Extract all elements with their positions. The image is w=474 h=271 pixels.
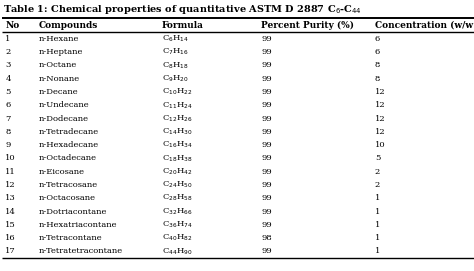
Text: 99: 99	[261, 88, 272, 96]
Text: Concentration (w/w %): Concentration (w/w %)	[375, 21, 474, 30]
Text: n-Heptane: n-Heptane	[38, 48, 83, 56]
Text: C$_{10}$H$_{22}$: C$_{10}$H$_{22}$	[162, 87, 192, 97]
Text: 5: 5	[5, 88, 10, 96]
Text: C$_{40}$H$_{82}$: C$_{40}$H$_{82}$	[162, 233, 192, 243]
Text: 1: 1	[375, 208, 380, 215]
Text: Percent Purity (%): Percent Purity (%)	[261, 21, 354, 30]
Text: 12: 12	[375, 88, 385, 96]
Text: n-Octane: n-Octane	[38, 62, 77, 69]
Text: 5: 5	[375, 154, 380, 162]
Text: 99: 99	[261, 154, 272, 162]
Text: 8: 8	[5, 128, 10, 136]
Text: 99: 99	[261, 48, 272, 56]
Text: 4: 4	[5, 75, 11, 83]
Text: n-Tetradecane: n-Tetradecane	[38, 128, 99, 136]
Text: C$_{20}$H$_{42}$: C$_{20}$H$_{42}$	[162, 166, 192, 177]
Text: 17: 17	[5, 247, 16, 255]
Text: n-Octadecane: n-Octadecane	[38, 154, 96, 162]
Text: 8: 8	[375, 75, 380, 83]
Text: n-Undecane: n-Undecane	[38, 101, 89, 109]
Text: n-Decane: n-Decane	[38, 88, 78, 96]
Text: 6: 6	[375, 35, 380, 43]
Text: C$_{16}$H$_{34}$: C$_{16}$H$_{34}$	[162, 140, 192, 150]
Text: 1: 1	[375, 194, 380, 202]
Text: n-Nonane: n-Nonane	[38, 75, 80, 83]
Text: 99: 99	[261, 115, 272, 122]
Text: C$_{12}$H$_{26}$: C$_{12}$H$_{26}$	[162, 113, 192, 124]
Text: n-Tetracosane: n-Tetracosane	[38, 181, 98, 189]
Text: 99: 99	[261, 141, 272, 149]
Text: 2: 2	[375, 168, 380, 176]
Text: 99: 99	[261, 221, 272, 229]
Text: 13: 13	[5, 194, 16, 202]
Text: 1: 1	[375, 234, 380, 242]
Text: 99: 99	[261, 75, 272, 83]
Text: C$_{11}$H$_{24}$: C$_{11}$H$_{24}$	[162, 100, 192, 111]
Text: 3: 3	[5, 62, 10, 69]
Text: 99: 99	[261, 62, 272, 69]
Text: 12: 12	[375, 128, 385, 136]
Text: n-Hexane: n-Hexane	[38, 35, 79, 43]
Text: 8: 8	[375, 62, 380, 69]
Text: No: No	[5, 21, 19, 30]
Text: n-Tetracontane: n-Tetracontane	[38, 234, 102, 242]
Text: 12: 12	[375, 101, 385, 109]
Text: 99: 99	[261, 181, 272, 189]
Text: 2: 2	[5, 48, 10, 56]
Text: 12: 12	[375, 115, 385, 122]
Text: 1: 1	[5, 35, 10, 43]
Text: 99: 99	[261, 101, 272, 109]
Text: 7: 7	[5, 115, 10, 122]
Text: C$_{18}$H$_{38}$: C$_{18}$H$_{38}$	[162, 153, 192, 164]
Text: 6: 6	[5, 101, 10, 109]
Text: 99: 99	[261, 247, 272, 255]
Text: C$_8$H$_{18}$: C$_8$H$_{18}$	[162, 60, 189, 71]
Text: Table 1: Chemical properties of quantitative ASTM D 2887 C$_6$-C$_{44}$: Table 1: Chemical properties of quantita…	[3, 3, 362, 16]
Text: 99: 99	[261, 208, 272, 215]
Text: 99: 99	[261, 35, 272, 43]
Text: n-Hexadecane: n-Hexadecane	[38, 141, 99, 149]
Text: 99: 99	[261, 168, 272, 176]
Text: 10: 10	[375, 141, 385, 149]
Text: C$_{36}$H$_{74}$: C$_{36}$H$_{74}$	[162, 220, 192, 230]
Text: n-Hexatriacontane: n-Hexatriacontane	[38, 221, 117, 229]
Text: C$_{14}$H$_{30}$: C$_{14}$H$_{30}$	[162, 127, 192, 137]
Text: 1: 1	[375, 221, 380, 229]
Text: n-Dotriacontane: n-Dotriacontane	[38, 208, 107, 215]
Text: 10: 10	[5, 154, 16, 162]
Text: 6: 6	[375, 48, 380, 56]
Text: 1: 1	[375, 247, 380, 255]
Text: C$_{24}$H$_{50}$: C$_{24}$H$_{50}$	[162, 180, 192, 190]
Text: 14: 14	[5, 208, 16, 215]
Text: 2: 2	[375, 181, 380, 189]
Text: 99: 99	[261, 128, 272, 136]
Text: 99: 99	[261, 194, 272, 202]
Text: 98: 98	[261, 234, 272, 242]
Text: 9: 9	[5, 141, 10, 149]
Text: C$_6$H$_{14}$: C$_6$H$_{14}$	[162, 34, 189, 44]
Text: 12: 12	[5, 181, 16, 189]
Text: n-Dodecane: n-Dodecane	[38, 115, 88, 122]
Text: 16: 16	[5, 234, 16, 242]
Text: n-Tetratetracontane: n-Tetratetracontane	[38, 247, 122, 255]
Text: 15: 15	[5, 221, 16, 229]
Text: 11: 11	[5, 168, 16, 176]
Text: C$_9$H$_{20}$: C$_9$H$_{20}$	[162, 73, 189, 84]
Text: Formula: Formula	[162, 21, 203, 30]
Text: C$_{32}$H$_{66}$: C$_{32}$H$_{66}$	[162, 206, 192, 217]
Text: C$_7$H$_{16}$: C$_7$H$_{16}$	[162, 47, 189, 57]
Text: C$_{44}$H$_{90}$: C$_{44}$H$_{90}$	[162, 246, 192, 257]
Text: n-Eicosane: n-Eicosane	[38, 168, 84, 176]
Text: Compounds: Compounds	[38, 21, 98, 30]
Text: C$_{28}$H$_{58}$: C$_{28}$H$_{58}$	[162, 193, 192, 204]
Text: n-Octacosane: n-Octacosane	[38, 194, 95, 202]
